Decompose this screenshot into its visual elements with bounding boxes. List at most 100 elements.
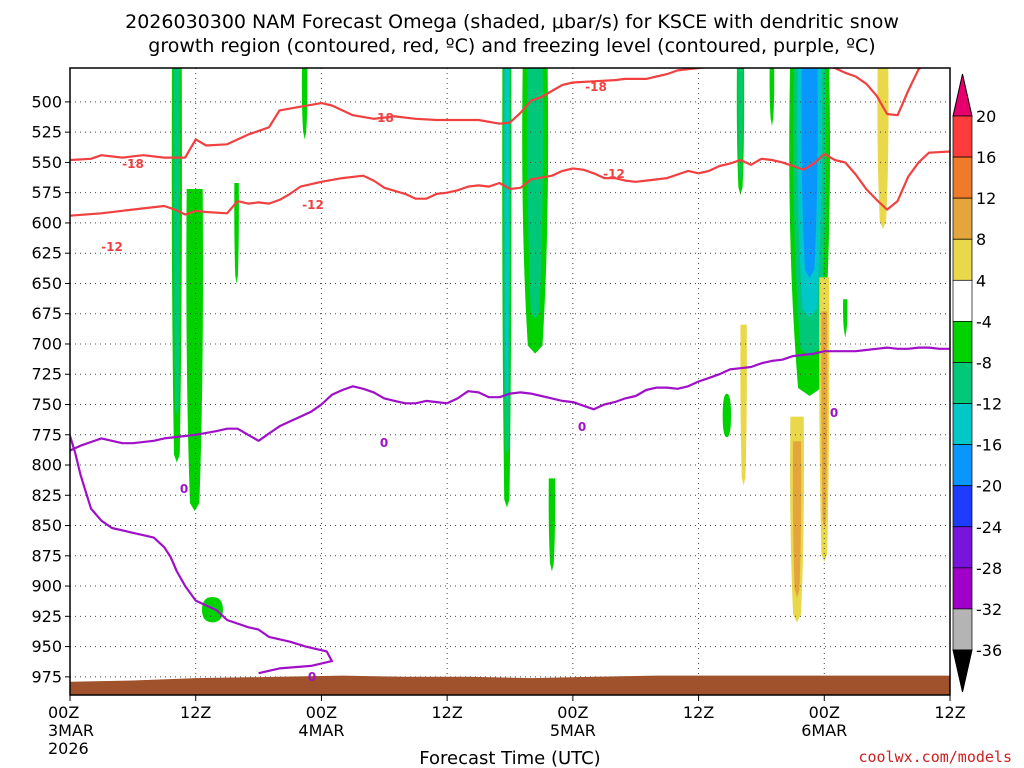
x-tick-date-0: 3MAR	[48, 721, 94, 740]
y-tick-label-9: 725	[31, 365, 62, 384]
omega-feature-4-level-2	[504, 68, 510, 402]
credit-text[interactable]: coolwx.com/models	[858, 748, 1012, 766]
colorbar-label-9: -20	[976, 477, 1002, 496]
omega-feature-9-level-3	[801, 68, 818, 278]
omega-feature-2-level-0	[234, 182, 239, 284]
x-tick-label-7: 12Z	[934, 703, 965, 722]
x-tick-date-4: 5MAR	[550, 721, 596, 740]
y-tick-label-18: 950	[31, 637, 62, 656]
y-tick-label-5: 625	[31, 244, 62, 263]
contour-freezing-level-branch	[70, 435, 333, 675]
contour-label-red-4: -12	[101, 240, 123, 254]
y-tick-label-16: 900	[31, 577, 62, 596]
omega-feature-13-level-0	[877, 68, 889, 229]
y-axis: 500 525 550 575 600 625 650 675 700 725 750 775 800 8…	[31, 92, 70, 686]
omega-feature-11-level-0	[202, 596, 223, 623]
x-tick-label-5: 12Z	[683, 703, 714, 722]
omega-shading	[171, 68, 889, 623]
omega-feature-7-level-1	[738, 68, 743, 180]
omega-feature-3-level-0	[301, 68, 308, 140]
terrain-fill	[70, 675, 950, 695]
colorbar-label-0: 20	[976, 107, 996, 126]
chart-title-line2: growth region (contoured, red, ºC) and f…	[148, 35, 875, 57]
colorbar-band-5	[952, 321, 973, 363]
contour-label-purple-1: 0	[180, 482, 188, 496]
contour-label-purple-2: 0	[380, 436, 388, 450]
y-tick-label-2: 550	[31, 153, 62, 172]
x-tick-label-4: 00Z	[557, 703, 588, 722]
grid-lines	[70, 68, 950, 695]
colorbar-label-8: -16	[976, 436, 1002, 455]
x-tick-label-3: 12Z	[431, 703, 462, 722]
contours	[70, 68, 950, 675]
omega-feature-16-level-1	[821, 311, 828, 528]
colorbar-band-10	[952, 526, 973, 569]
x-tick-year-0: 2026	[48, 739, 89, 758]
contour-label-red-5: -12	[302, 198, 324, 212]
contour-label-purple-4: 0	[830, 406, 838, 420]
omega-feature-12-level-0	[722, 393, 732, 438]
plot-frame	[69, 67, 951, 696]
contour-minus18	[70, 68, 923, 162]
omega-feature-14-level-0	[740, 324, 747, 486]
colorbar-label-7: -12	[976, 395, 1002, 414]
y-tick-label-12: 800	[31, 456, 62, 475]
y-tick-label-14: 850	[31, 516, 62, 535]
x-tick-label-1: 12Z	[180, 703, 211, 722]
colorbar-label-12: -32	[976, 600, 1002, 619]
y-tick-label-3: 575	[31, 183, 62, 202]
colorbar-band-12	[952, 608, 973, 651]
y-tick-label-7: 675	[31, 304, 62, 323]
x-tick-label-6: 00Z	[809, 703, 840, 722]
y-tick-label-19: 975	[31, 667, 62, 686]
x-tick-date-6: 6MAR	[801, 721, 847, 740]
colorbar-band-2	[952, 197, 973, 240]
chart-title-line1: 2026030300 NAM Forecast Omega (shaded, μ…	[125, 11, 899, 33]
omega-feature-1-level-0	[186, 189, 204, 512]
colorbar-band-9	[952, 485, 973, 528]
colorbar-label-11: -28	[976, 559, 1002, 578]
colorbar-label-4: 4	[976, 271, 986, 290]
omega-feature-15-level-1	[792, 441, 802, 598]
colorbar-band-3	[952, 238, 973, 281]
omega-feature-10-level-0	[843, 299, 848, 338]
y-tick-label-17: 925	[31, 607, 62, 626]
contour-minus12	[70, 150, 950, 217]
colorbar: 20 16 12 8 4 -4 -8 -12 -16 -20 -24 -28 -32 -36	[952, 73, 1002, 693]
y-tick-label-11: 775	[31, 425, 62, 444]
colorbar-label-3: 8	[976, 230, 986, 249]
contour-label-red-1: -18	[122, 157, 144, 171]
y-tick-label-4: 600	[31, 213, 62, 232]
colorbar-band-11	[952, 567, 973, 610]
colorbar-band-0	[952, 115, 973, 158]
contour-label-red-3: -18	[585, 80, 607, 94]
x-tick-date-2: 4MAR	[298, 721, 344, 740]
colorbar-top-arrow	[952, 73, 973, 117]
contour-label-red-6: -12	[603, 167, 625, 181]
omega-feature-8-level-0	[769, 68, 775, 127]
contour-label-red-2: -18	[372, 111, 394, 125]
y-tick-label-1: 525	[31, 123, 62, 142]
omega-feature-0-level-1	[173, 68, 180, 416]
colorbar-band-1	[952, 156, 973, 199]
y-tick-label-6: 650	[31, 274, 62, 293]
colorbar-band-4	[952, 279, 973, 322]
colorbar-band-7	[952, 403, 973, 445]
colorbar-label-10: -24	[976, 518, 1002, 537]
contour-label-purple-3: 0	[578, 420, 586, 434]
y-tick-label-10: 750	[31, 395, 62, 414]
colorbar-label-6: -8	[976, 353, 992, 372]
colorbar-band-6	[952, 362, 973, 404]
y-tick-label-8: 700	[31, 334, 62, 353]
colorbar-label-5: -4	[976, 312, 992, 331]
y-tick-label-0: 500	[31, 92, 62, 111]
y-tick-label-13: 825	[31, 486, 62, 505]
omega-feature-6-level-0	[548, 478, 556, 572]
x-axis-label: Forecast Time (UTC)	[419, 748, 600, 768]
colorbar-label-13: -36	[976, 641, 1002, 660]
x-tick-label-2: 00Z	[306, 703, 337, 722]
y-tick-label-15: 875	[31, 546, 62, 565]
colorbar-band-8	[952, 444, 973, 487]
